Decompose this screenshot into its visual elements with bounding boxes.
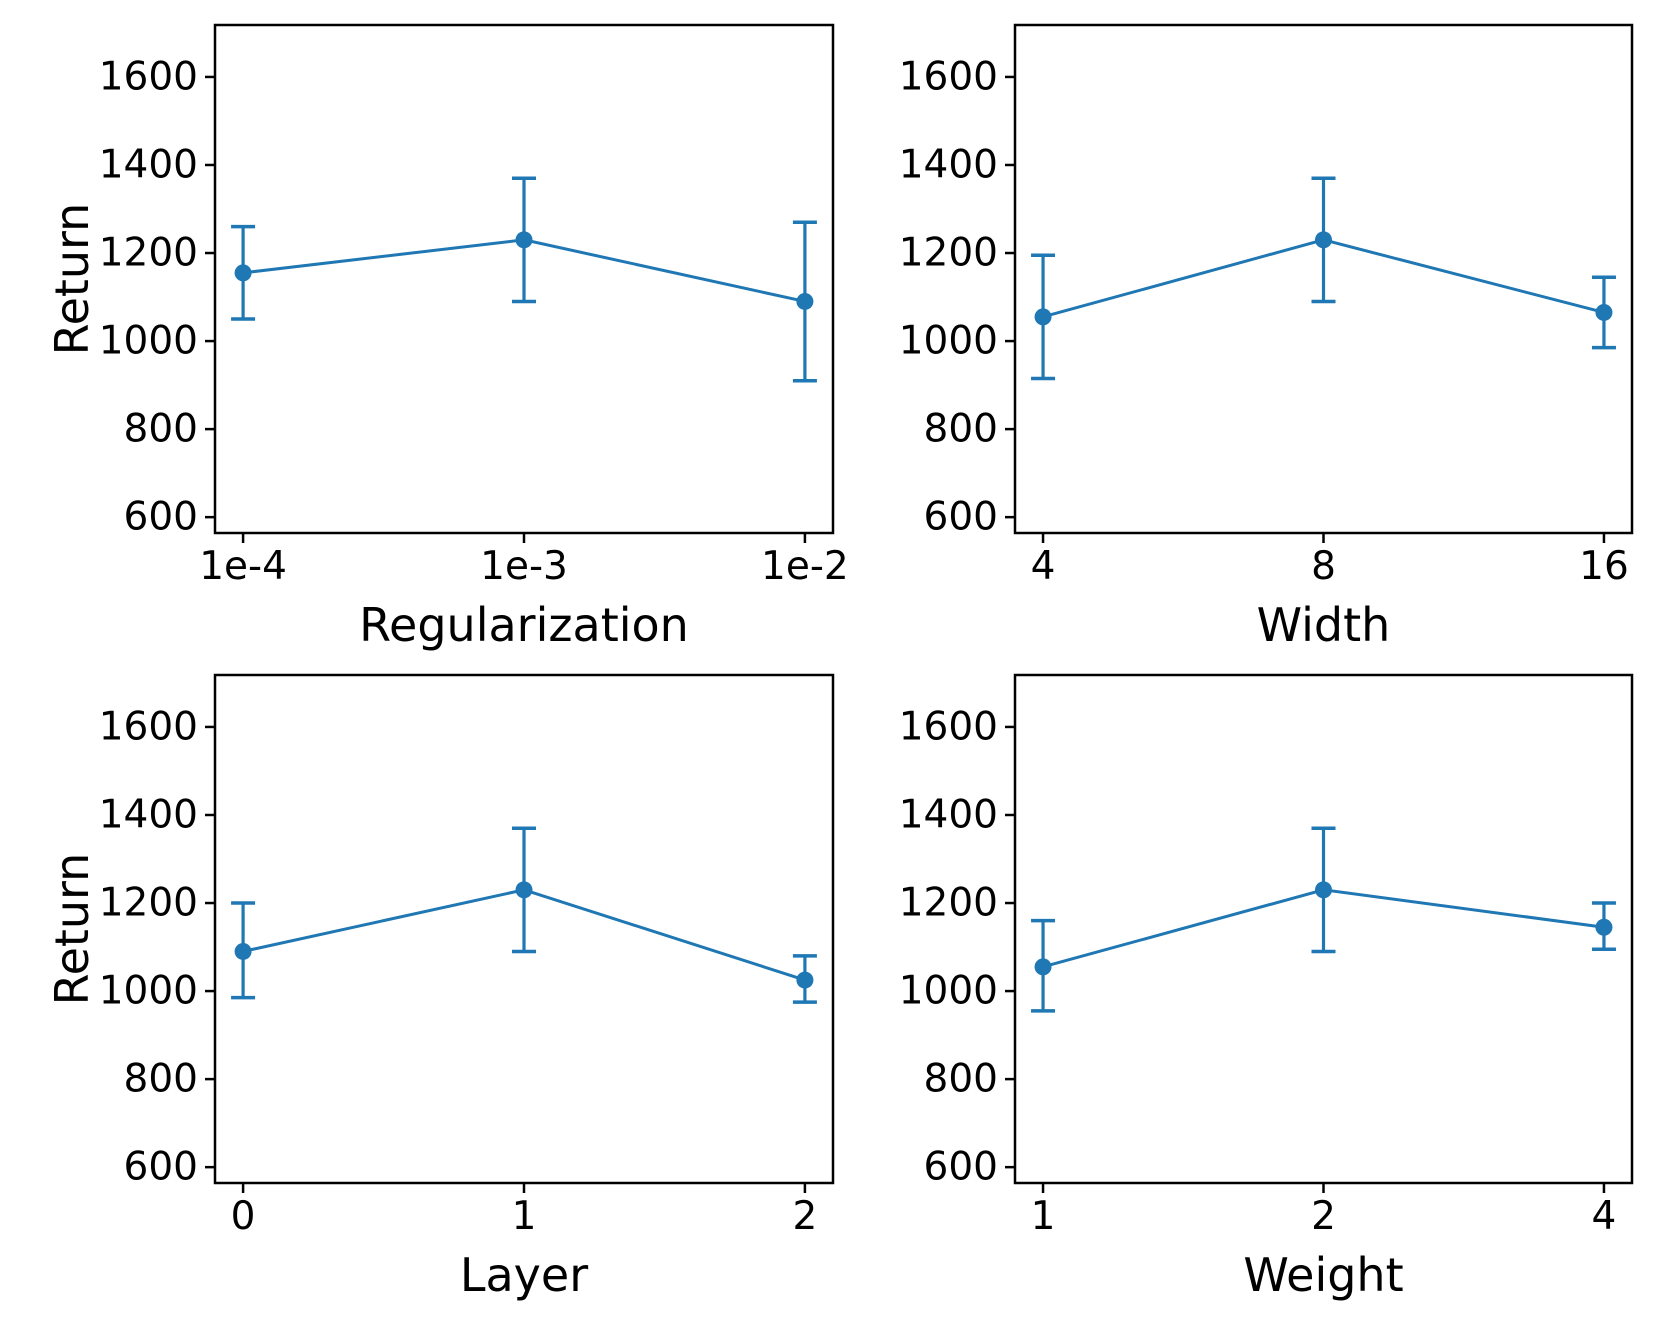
y-tick-label: 1400 [99,792,198,837]
data-point-marker [796,292,814,310]
y-tick-label: 1200 [99,231,198,276]
x-tick-label: 8 [1311,544,1336,589]
y-tick-label: 1200 [899,881,998,926]
y-tick-label: 1000 [99,969,198,1014]
x-tick-label: 4 [1031,544,1056,589]
y-axis-label: Return [45,853,99,1006]
y-tick-label: 1400 [899,792,998,837]
x-tick-label: 2 [1311,1194,1336,1239]
x-axis-label: Width [1257,598,1391,652]
plot-frame [1013,673,1634,1185]
y-tick-label: 800 [924,1057,998,1102]
plot-frame [213,23,835,535]
y-tick-label: 1000 [899,319,998,364]
subplot-layer: 600 800 1000 1200 1400 1600 0 1 2 Layer Return [45,673,835,1302]
y-tick-label: 800 [124,1057,198,1102]
subplot-width: 600 800 1000 1200 1400 1600 4 8 16 Width [899,23,1634,652]
data-point-marker [1034,958,1052,976]
x-tick-label: 2 [792,1194,817,1239]
y-tick-label: 1200 [899,231,998,276]
y-tick-label: 1600 [899,704,998,749]
data-point-marker [1034,308,1052,326]
x-tick-label: 16 [1579,544,1629,589]
y-tick-label: 1600 [99,54,198,99]
x-tick-label: 1 [512,1194,537,1239]
y-tick-label: 1400 [99,142,198,187]
data-point-marker [234,942,252,960]
x-tick-label: 1e-3 [480,544,568,589]
x-axis-label: Regularization [359,598,689,652]
x-axis-label: Weight [1243,1248,1403,1302]
y-tick-label: 1000 [99,319,198,364]
x-tick-label: 0 [231,1194,256,1239]
x-tick-label: 4 [1592,1194,1617,1239]
y-tick-label: 800 [924,407,998,452]
y-tick-label: 1600 [899,54,998,99]
data-point-marker [234,264,252,282]
y-tick-label: 600 [124,495,198,540]
y-tick-label: 600 [124,1145,198,1190]
data-point-marker [1595,303,1613,321]
data-point-marker [1595,918,1613,936]
x-tick-label: 1 [1031,1194,1056,1239]
plot-frame [213,673,835,1185]
data-point-marker [1315,231,1332,249]
x-axis-label: Layer [460,1248,588,1302]
plot-frame [1013,23,1634,535]
y-tick-label: 800 [124,407,198,452]
x-tick-label: 1e-4 [199,544,287,589]
y-tick-label: 1000 [899,969,998,1014]
y-tick-label: 600 [924,495,998,540]
y-tick-label: 1200 [99,881,198,926]
y-tick-label: 1400 [899,142,998,187]
data-point-marker [1315,881,1332,899]
data-point-marker [515,231,533,249]
data-point-marker [515,881,533,899]
data-point-marker [796,971,814,989]
y-tick-label: 1600 [99,704,198,749]
y-tick-label: 600 [924,1145,998,1190]
subplot-weight: 600 800 1000 1200 1400 1600 1 2 4 Weight [899,673,1634,1302]
y-axis-label: Return [45,203,99,356]
x-tick-label: 1e-2 [761,544,849,589]
subplot-regularization: 600 800 1000 1200 1400 1600 1e-4 1e-3 1e-2 Regula… [45,23,849,652]
